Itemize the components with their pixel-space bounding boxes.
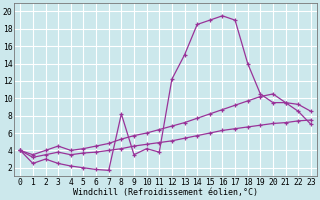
X-axis label: Windchill (Refroidissement éolien,°C): Windchill (Refroidissement éolien,°C) bbox=[73, 188, 258, 197]
